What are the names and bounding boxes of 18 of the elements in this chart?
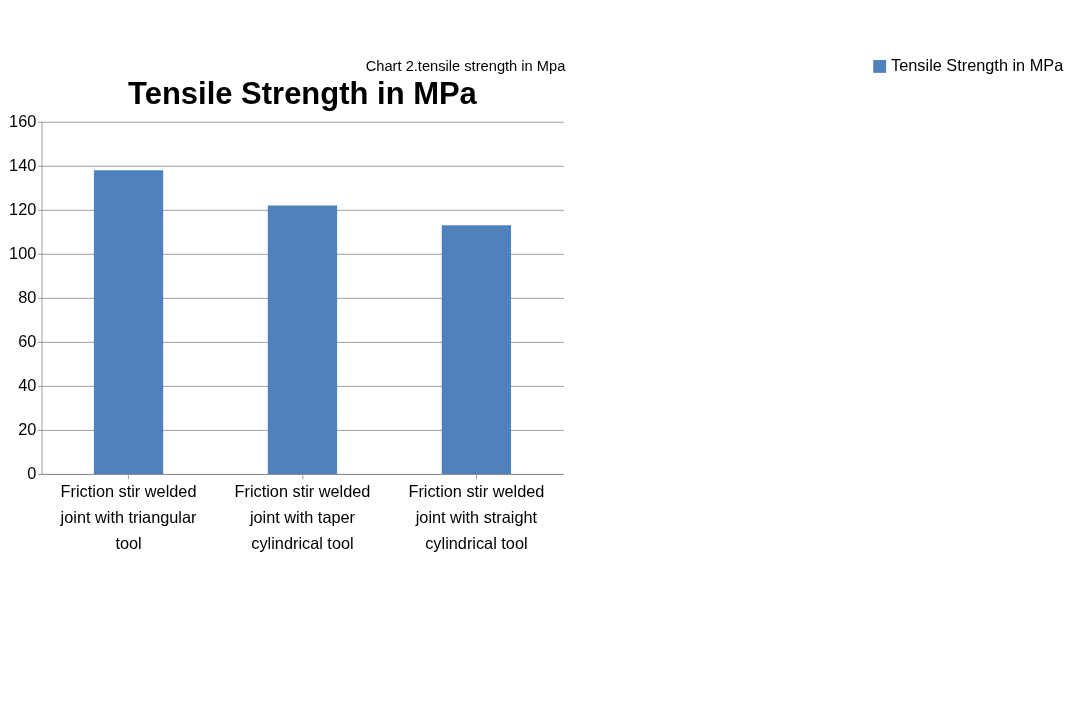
y-tick-label: 60 xyxy=(18,332,37,351)
y-tick-label: 100 xyxy=(9,244,37,263)
chart-title: Tensile Strength in MPa xyxy=(128,75,478,111)
caption: Chart 2.tensile strength in Mpa xyxy=(365,58,567,75)
y-tick-label: 120 xyxy=(9,200,37,219)
legend-label: Tensile Strength in MPa xyxy=(891,56,1065,75)
x-tick-label: Friction stir welded joint with triangular tool xyxy=(59,482,198,553)
x-tick-label: Friction stir welded joint with taper cylindrical tool xyxy=(234,482,371,553)
y-tick-label: 20 xyxy=(18,420,37,439)
bar xyxy=(93,170,164,475)
y-tick-label: 40 xyxy=(18,376,37,395)
y-tick-label: 80 xyxy=(18,288,37,307)
bar xyxy=(441,225,512,475)
x-tick-label: Friction stir welded joint with straight cylindrical tool xyxy=(408,482,545,553)
y-tick-label: 0 xyxy=(27,464,37,483)
bar xyxy=(267,205,338,475)
y-tick-label: 140 xyxy=(9,156,37,175)
y-tick-label: 160 xyxy=(9,112,37,131)
